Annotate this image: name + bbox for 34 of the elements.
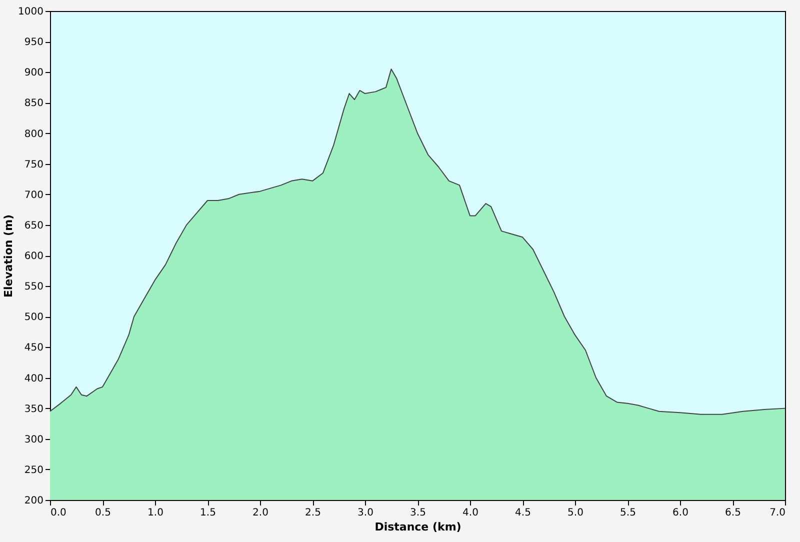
x-tick-label: 0.0 <box>50 508 66 518</box>
x-tick-label: 1.0 <box>148 508 164 518</box>
y-tick-label: 850 <box>24 98 44 110</box>
y-tick-label: 900 <box>24 68 44 79</box>
y-tick-label: 500 <box>24 312 44 324</box>
y-tick-label: 250 <box>24 464 44 476</box>
x-tick-label: 3.0 <box>358 508 374 518</box>
y-tick-label: 800 <box>24 128 44 140</box>
x-tick-label: 2.5 <box>305 508 321 518</box>
x-tick-label: 6.5 <box>725 508 741 518</box>
x-tick-label: 0.5 <box>95 508 111 518</box>
x-axis-title: Distance (km) <box>374 520 462 534</box>
x-tick-label: 1.5 <box>200 508 216 518</box>
y-tick-label: 950 <box>24 37 44 48</box>
y-tick-label: 650 <box>24 220 44 232</box>
x-tick-label: 5.5 <box>620 508 636 518</box>
y-tick-label: 400 <box>24 373 44 384</box>
y-tick-label: 450 <box>24 342 44 354</box>
y-axis-title: Elevation (m) <box>2 214 16 298</box>
y-tick-label: 350 <box>24 404 44 415</box>
x-tick-label: 5.0 <box>568 508 584 518</box>
y-tick-label: 550 <box>24 282 44 293</box>
y-tick-label: 600 <box>24 251 44 262</box>
y-tick-label: 1000 <box>18 6 44 18</box>
y-tick-label: 200 <box>24 496 44 506</box>
y-tick-label: 700 <box>24 190 44 201</box>
x-tick-label: 2.0 <box>252 508 268 518</box>
y-tick-label: 300 <box>24 434 44 446</box>
x-tick-label: 4.0 <box>462 508 478 518</box>
y-tick-label: 750 <box>24 159 44 170</box>
x-tick-label: 7.0 <box>770 508 786 518</box>
x-tick-label: 6.0 <box>672 508 688 518</box>
x-tick-label: 4.5 <box>515 508 531 518</box>
x-tick-label: 3.5 <box>410 508 426 518</box>
